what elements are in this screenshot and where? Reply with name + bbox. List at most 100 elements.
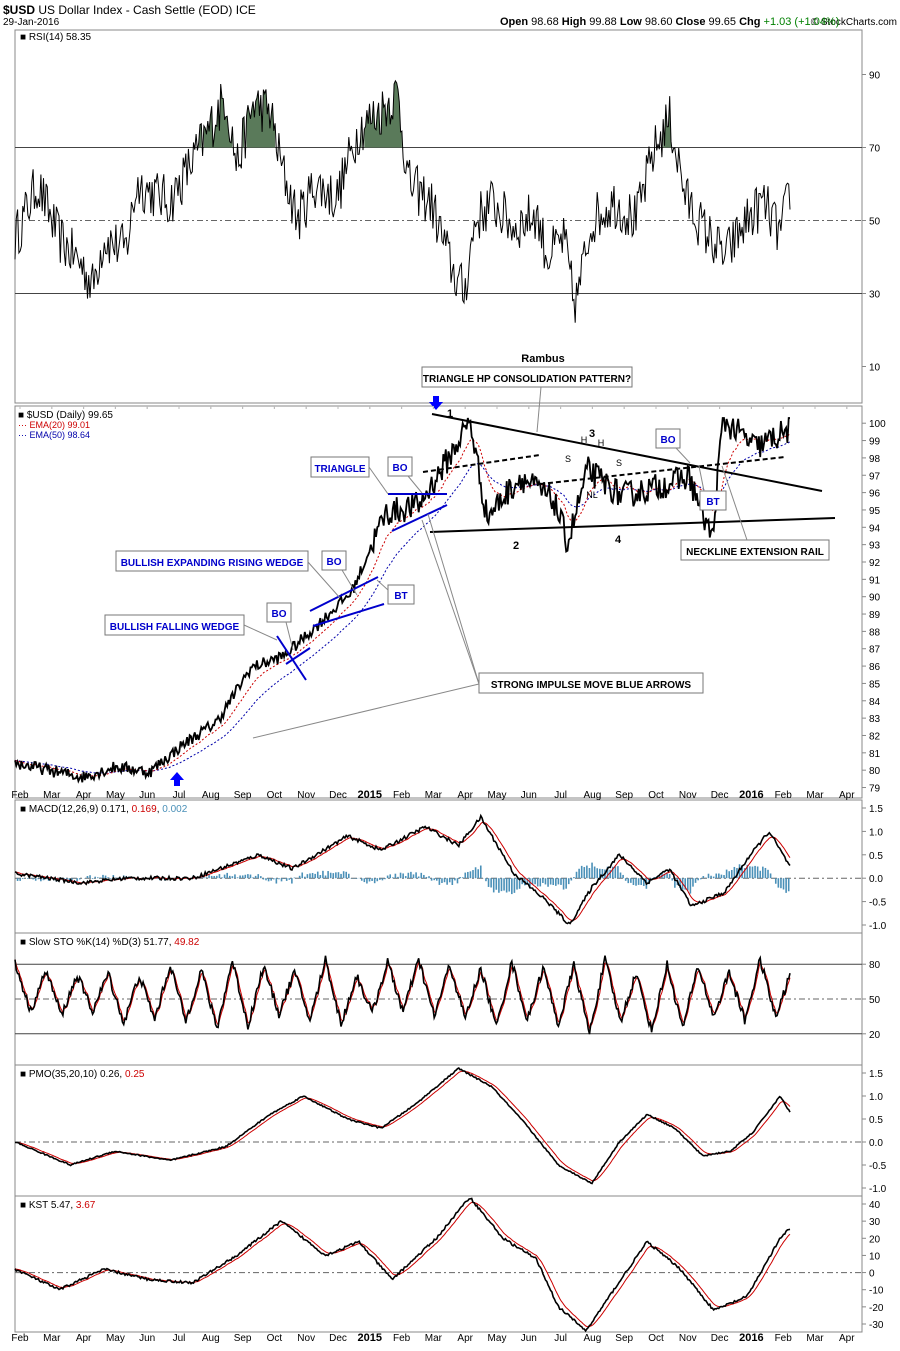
macd-histogram-bar	[250, 875, 252, 879]
price-tick-label: 85	[869, 679, 881, 690]
bt-label-wedge: BT	[394, 591, 407, 602]
macd-histogram-bar	[728, 871, 730, 878]
macd-histogram-bar	[402, 873, 404, 878]
macd-histogram-bar	[488, 878, 490, 887]
ema50-line	[15, 442, 790, 773]
hs-label-left-shoulder: S	[565, 454, 571, 464]
month-axis-top-label: Aug	[202, 790, 220, 801]
hs-label-head-1: H	[581, 435, 588, 445]
macd-histogram-bar	[615, 866, 617, 878]
macd-histogram-bar	[609, 870, 611, 878]
month-axis-top-label: Jun	[139, 790, 155, 801]
macd-histogram-bar	[314, 874, 316, 878]
macd-histogram-bar	[452, 878, 454, 885]
macd-histogram-bar	[757, 867, 759, 879]
macd-histogram-bar	[301, 872, 303, 878]
macd-histogram-bar	[22, 878, 24, 879]
sto-tick-label: 20	[869, 1030, 881, 1041]
wedge-upper-line	[310, 577, 378, 611]
macd-histogram-bar	[630, 878, 632, 883]
macd-histogram-bar	[338, 872, 340, 878]
month-axis-bottom-label: Jun	[521, 1333, 537, 1344]
macd-histogram-bar	[501, 878, 503, 891]
macd-histogram-bar	[356, 878, 358, 879]
macd-histogram-bar	[568, 878, 570, 884]
macd-histogram-bar	[281, 878, 283, 881]
macd-histogram-bar	[37, 878, 39, 879]
price-tick-label: 99	[869, 437, 881, 448]
macd-label: ■ MACD(12,26,9) 0.171, 0.169, 0.002	[20, 804, 188, 815]
macd-histogram-bar	[467, 872, 469, 878]
month-axis-top-label: Oct	[267, 790, 283, 801]
macd-histogram-bar	[105, 876, 107, 879]
price-tick-label: 84	[869, 697, 881, 708]
macd-histogram-bar	[464, 873, 466, 879]
price-tick-label: 94	[869, 523, 881, 534]
macd-histogram-bar	[715, 874, 717, 879]
macd-histogram-bar	[640, 878, 642, 885]
month-axis-bottom-label: 2016	[739, 1332, 763, 1344]
price-tick-label: 92	[869, 558, 881, 569]
macd-histogram-bar	[560, 878, 562, 885]
macd-signal-line	[15, 823, 790, 921]
month-axis-top-label: Jul	[554, 790, 567, 801]
macd-histogram-bar	[692, 878, 694, 886]
neckline-dashed-right	[540, 457, 785, 484]
macd-histogram-bar	[441, 878, 443, 883]
macd-histogram-bar	[400, 873, 402, 879]
bo-pointer-neckline	[676, 448, 690, 463]
macd-histogram-bar	[397, 877, 399, 878]
month-axis-bottom-label: Jun	[139, 1333, 155, 1344]
macd-histogram-bar	[330, 873, 332, 878]
macd-histogram-bar	[327, 871, 329, 878]
rsi-tick-label: 10	[869, 363, 881, 374]
month-axis-top-label: Aug	[584, 790, 602, 801]
pmo-tick-label: -0.5	[869, 1161, 887, 1172]
month-axis-bottom-label: Jul	[554, 1333, 567, 1344]
macd-histogram-bar	[226, 873, 228, 878]
panel-frame-kst	[15, 1196, 862, 1332]
macd-histogram-bar	[638, 878, 640, 885]
kst-tick-label: 20	[869, 1234, 881, 1245]
macd-histogram-bar	[76, 878, 78, 881]
macd-histogram-bar	[627, 878, 629, 883]
macd-histogram-bar	[415, 872, 417, 878]
macd-histogram-bar	[27, 878, 29, 879]
pointer-impulse-3	[422, 520, 479, 684]
month-axis-bottom-label: Jul	[173, 1333, 186, 1344]
month-axis-top-label: Mar	[43, 790, 61, 801]
macd-histogram-bar	[312, 873, 314, 878]
macd-histogram-bar	[472, 870, 474, 878]
macd-tick-label: 1.0	[869, 827, 883, 838]
month-axis-bottom-label: Feb	[393, 1333, 411, 1344]
rsi-overbought-shade	[204, 84, 233, 148]
triangle-lower-trendline	[430, 518, 835, 532]
macd-histogram-bar	[371, 878, 373, 881]
macd-histogram-bar	[30, 877, 32, 878]
bt-label-neckline: BT	[706, 497, 719, 508]
macd-histogram-bar	[625, 878, 627, 881]
macd-histogram-bar	[749, 866, 751, 878]
kst-label: ■ KST 5.47, 3.67	[20, 1200, 96, 1211]
price-tick-label: 86	[869, 662, 881, 673]
macd-histogram-bar	[511, 878, 513, 894]
pmo-label: ■ PMO(35,20,10) 0.26, 0.25	[20, 1069, 145, 1080]
price-tick-label: 81	[869, 749, 881, 760]
macd-histogram-bar	[462, 877, 464, 878]
macd-histogram-bar	[211, 876, 213, 878]
macd-histogram-bar	[87, 876, 89, 878]
macd-histogram-bar	[216, 876, 218, 878]
month-axis-top-label: Sep	[234, 790, 252, 801]
macd-histogram-bar	[423, 875, 425, 878]
macd-histogram-bar	[286, 878, 288, 881]
macd-histogram-bar	[245, 875, 247, 878]
macd-histogram-bar	[242, 875, 244, 878]
macd-histogram-bar	[775, 878, 777, 884]
pmo-tick-label: 0.0	[869, 1138, 883, 1149]
hs-label-right-shoulder: S	[616, 458, 622, 468]
macd-histogram-bar	[19, 878, 21, 881]
pointer-impulse-2	[428, 514, 479, 684]
macd-histogram-bar	[79, 878, 81, 879]
macd-histogram-bar	[32, 878, 34, 879]
